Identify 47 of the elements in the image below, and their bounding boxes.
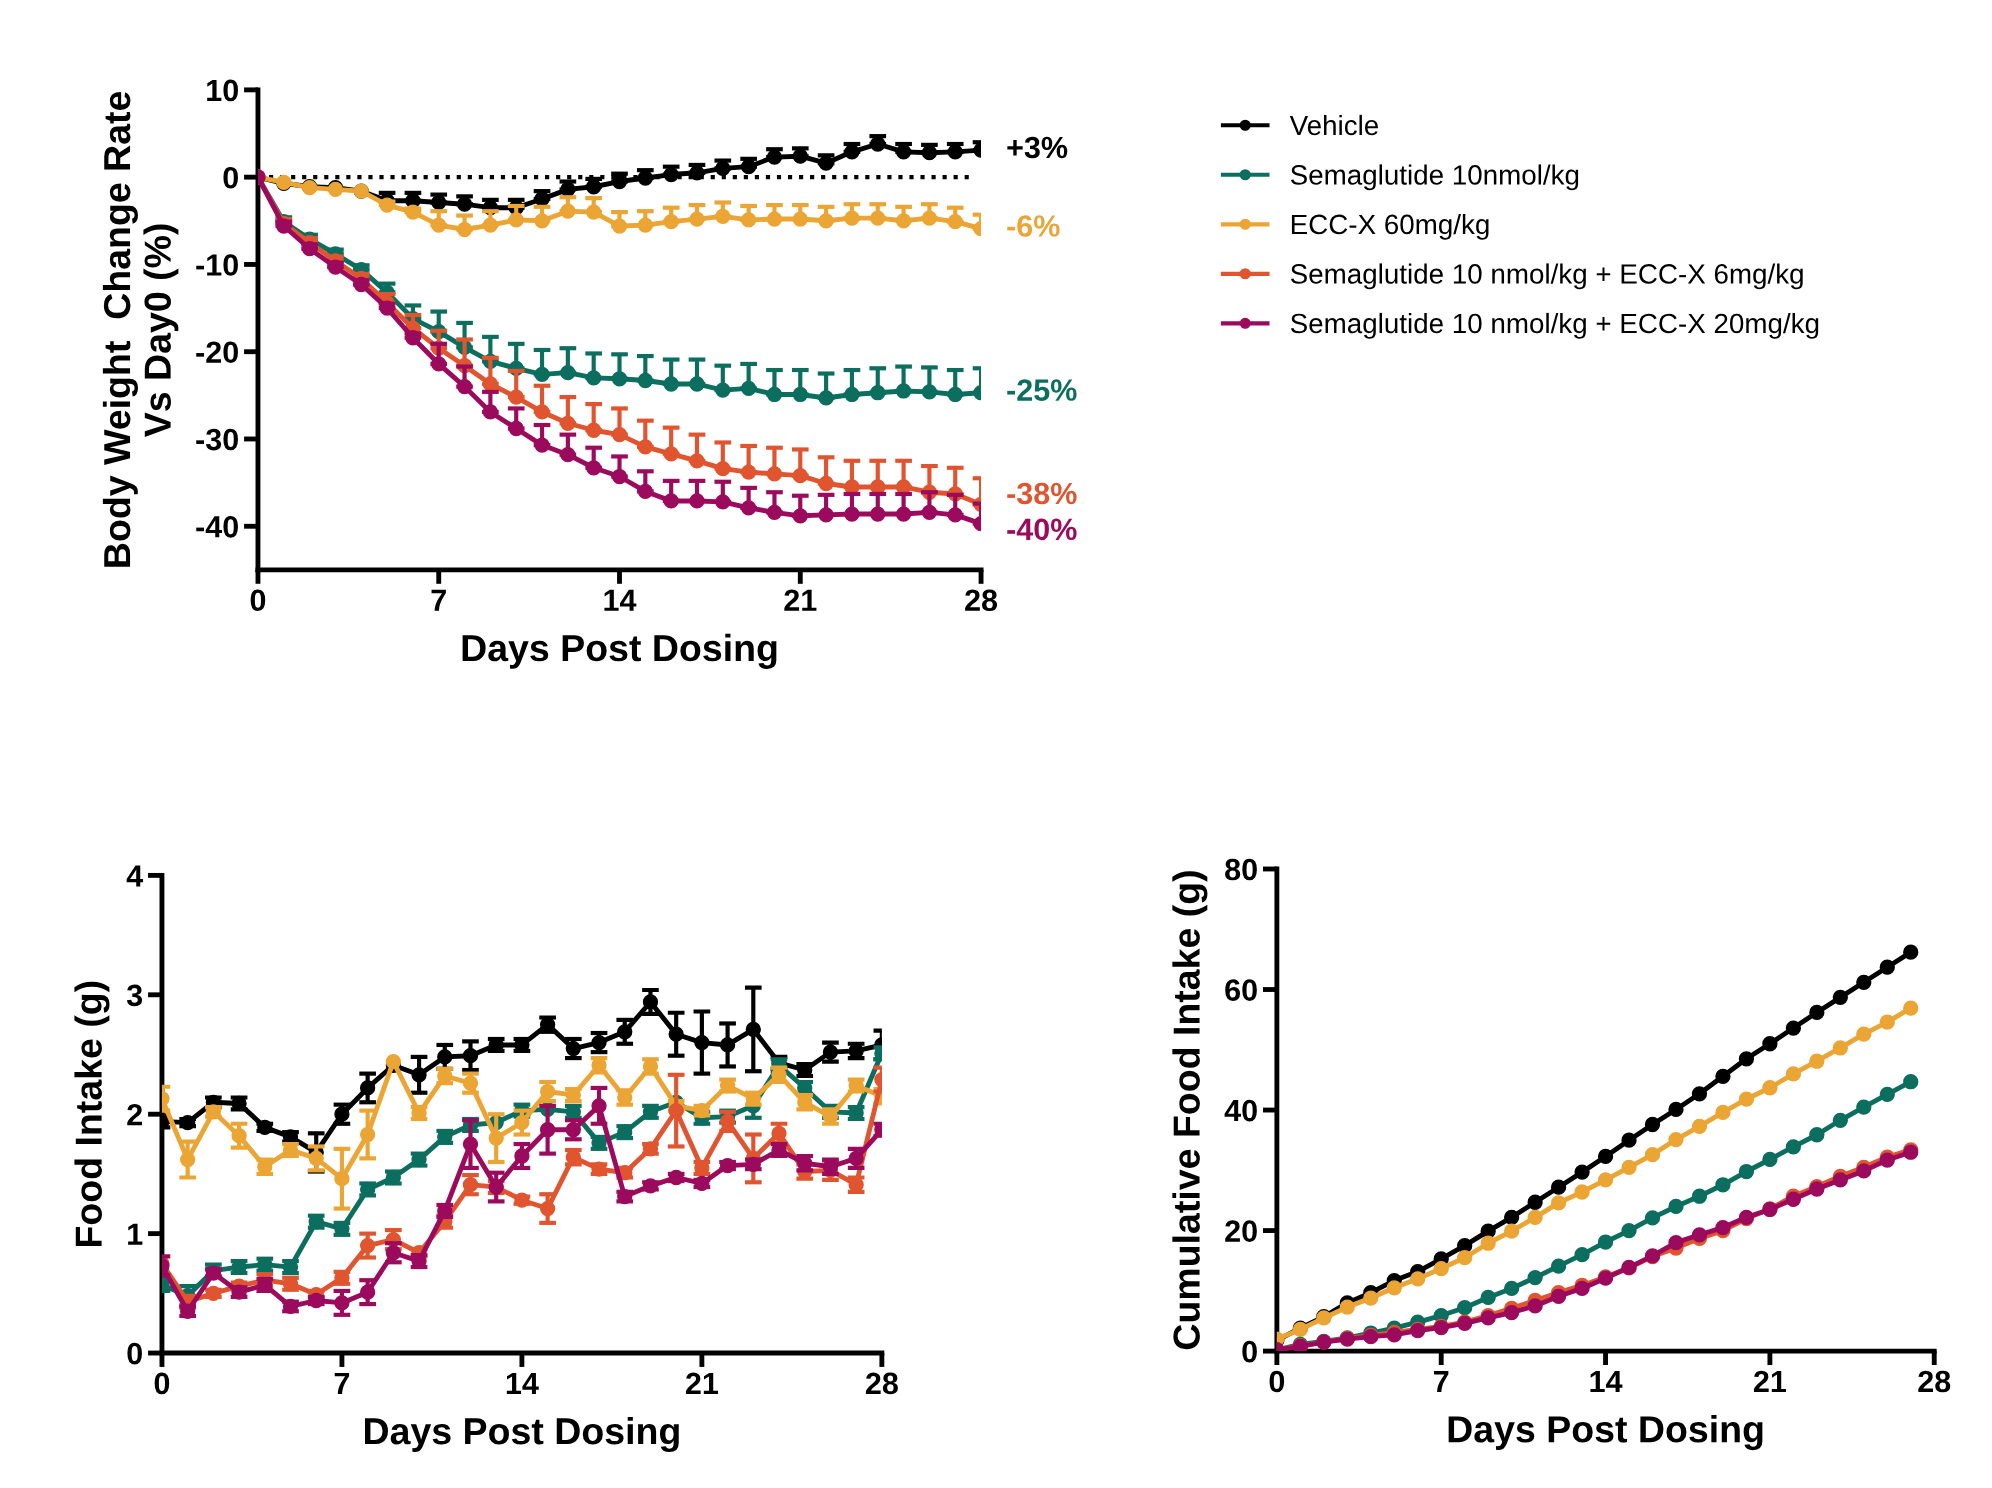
y-tick-label: 20 (1225, 1220, 1257, 1242)
x-axis-title: Days Post Dosing (1448, 1415, 1763, 1451)
x-tick-label: 28 (1918, 1370, 1951, 1393)
text: -38% (1007, 482, 1077, 505)
y-tick-label: 0 (1242, 1340, 1257, 1363)
x-axis-title: Days Post Dosing (365, 1416, 679, 1453)
legend-label: Semaglutide 10 nmol/kg + ECC-X 20mg/kg (1290, 312, 1819, 339)
x-tick-label: 14 (1590, 1370, 1623, 1392)
x-tick-label: 7 (1434, 1370, 1449, 1392)
y-tick-label: -40 (196, 516, 238, 538)
x-tick-label: 0 (154, 1372, 170, 1395)
y-tick-label: -20 (196, 341, 238, 364)
x-tick-label: 28 (865, 1372, 898, 1395)
x-tick-label: 7 (431, 589, 446, 611)
x-tick-label: 21 (685, 1372, 719, 1394)
y-axis-title: Cumulative Food Intake (g) (1172, 871, 1208, 1350)
x-tick-label: 0 (1269, 1370, 1285, 1393)
x-tick-label: 14 (506, 1372, 539, 1394)
y-tick-label: -30 (196, 428, 238, 451)
text: -25% (1007, 379, 1077, 401)
y-tick-label: 2 (127, 1103, 142, 1126)
text: +3% (1007, 136, 1068, 159)
x-tick-label: 21 (1753, 1370, 1787, 1392)
legend-label: Vehicle (1289, 114, 1378, 136)
legend-label: Semaglutide 10 nmol/kg + ECC-X 6mg/kg (1290, 263, 1803, 290)
x-axis-title: Days Post Dosing (462, 633, 777, 669)
x-tick-label: 28 (965, 589, 998, 612)
text: -40% (1007, 518, 1077, 541)
y-tick-label: 0 (127, 1342, 142, 1365)
x-tick-label: 14 (604, 589, 637, 611)
legend-label: ECC-X 60mg/kg (1291, 213, 1489, 240)
y-tick-label: 80 (1225, 858, 1257, 881)
y-tick-label: 40 (1224, 1099, 1257, 1122)
y-axis-title: Food Intake (g) (74, 981, 110, 1247)
y-tick-label: 60 (1225, 979, 1257, 1001)
x-tick-label: 21 (784, 589, 817, 611)
legend-label: Semaglutide 10nmol/kg (1290, 164, 1579, 191)
y-tick-label: 3 (126, 984, 143, 1007)
text: -6% (1007, 215, 1060, 237)
y-axis-title: Body Weight Change Rate Vs Day0 (%) (102, 91, 179, 567)
y-tick-label: 1 (128, 1223, 143, 1245)
x-tick-label: 7 (334, 1372, 350, 1394)
y-tick-label: 4 (126, 865, 144, 887)
x-tick-label: 0 (250, 589, 266, 612)
y-tick-label: 0 (223, 166, 238, 189)
y-tick-label: 10 (207, 79, 238, 102)
y-tick-label: -10 (196, 254, 238, 276)
